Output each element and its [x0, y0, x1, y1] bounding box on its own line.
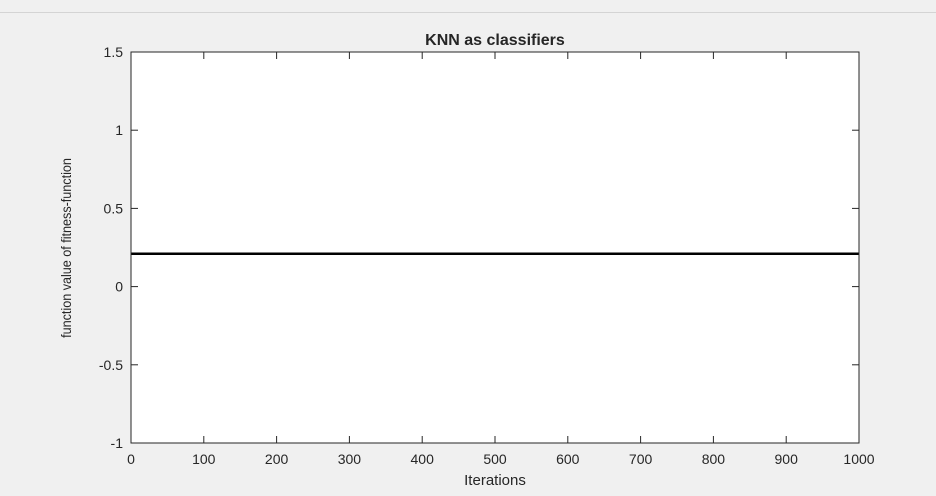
x-tick-label: 1000 — [843, 451, 874, 467]
plot-area — [131, 52, 859, 443]
chart-title: KNN as classifiers — [425, 32, 565, 49]
x-tick-label: 400 — [411, 451, 435, 467]
y-tick-label: -0.5 — [99, 357, 123, 373]
y-tick-label: 1 — [115, 122, 123, 138]
y-axis-label: function value of fitness-function — [58, 158, 74, 338]
x-tick-label: 0 — [127, 451, 135, 467]
x-tick-label: 900 — [775, 451, 799, 467]
x-axis-label: Iterations — [464, 472, 526, 489]
x-tick-label: 200 — [265, 451, 289, 467]
x-tick-label: 100 — [192, 451, 216, 467]
y-tick-label: 1.5 — [104, 44, 124, 60]
y-tick-label: 0 — [115, 279, 123, 295]
window-divider — [0, 12, 936, 13]
y-tick-label: -1 — [111, 435, 124, 451]
x-tick-label: 600 — [556, 451, 580, 467]
x-tick-label: 700 — [629, 451, 653, 467]
y-tick-label: 0.5 — [104, 200, 124, 216]
x-tick-label: 500 — [483, 451, 507, 467]
x-tick-label: 300 — [338, 451, 362, 467]
x-tick-label: 800 — [702, 451, 726, 467]
ticks-layer: 0 100 200 300 400 500 600 700 800 900 1000 -1 -0.5 0 0… — [99, 44, 875, 467]
